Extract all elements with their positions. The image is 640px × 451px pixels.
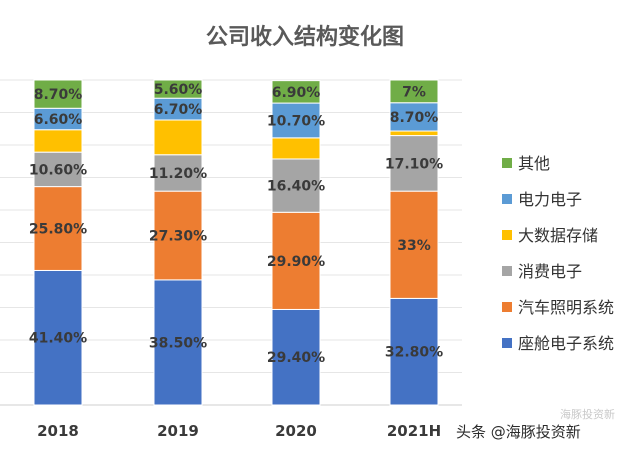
data-label: 27.30%	[149, 229, 207, 245]
data-label: 7%	[402, 84, 426, 100]
bar-segment	[33, 269, 83, 406]
legend-swatch	[502, 158, 512, 168]
data-label: 17.10%	[385, 156, 443, 172]
bar-segment	[153, 79, 203, 99]
legend-label: 消费电子	[518, 262, 582, 281]
legend-label: 大数据存储	[518, 226, 598, 245]
bar-segment	[33, 79, 83, 109]
watermark-faint: 海豚投资新	[560, 408, 615, 421]
data-label: 38.50%	[149, 335, 207, 351]
segment-labels: 41.40% 25.80% 10.60% 6.60% 8.70% 38.50% 27.30%…	[29, 82, 443, 366]
legend-label: 汽车照明系统	[518, 298, 614, 317]
legend-swatch	[502, 338, 512, 348]
data-label: 29.90%	[267, 254, 325, 270]
bars	[33, 79, 439, 406]
bar-segment	[153, 119, 203, 156]
bar-segment	[389, 130, 439, 137]
bar-segment	[271, 80, 321, 104]
bar-segment	[271, 211, 321, 310]
data-label: 41.40%	[29, 331, 87, 347]
data-label: 16.40%	[267, 179, 325, 195]
legend-label: 座舱电子系统	[518, 334, 614, 353]
bar-segment	[153, 190, 203, 281]
category-label: 2019	[157, 422, 199, 440]
bar-segment	[389, 190, 439, 299]
chart-title: 公司收入结构变化图	[206, 24, 404, 50]
data-label: 25.80%	[29, 222, 87, 238]
bar-segment	[271, 308, 321, 406]
data-label: 8.70%	[390, 110, 439, 126]
bar-segment	[271, 102, 321, 139]
legend-label: 其他	[518, 154, 550, 173]
watermark: 头条 @海豚投资新	[456, 423, 581, 441]
data-label: 6.60%	[34, 112, 83, 128]
data-label: 32.80%	[385, 345, 443, 361]
data-label: 6.70%	[154, 102, 203, 118]
category-label: 2020	[275, 422, 317, 440]
data-label: 8.70%	[34, 87, 83, 103]
legend-swatch	[502, 266, 512, 276]
category-labels: 2018 2019 2020 2021H	[37, 422, 441, 440]
bar-segment	[389, 79, 439, 104]
data-label: 29.40%	[267, 350, 325, 366]
bar-segment	[271, 137, 321, 160]
legend-label: 电力电子	[518, 190, 582, 209]
data-label: 5.60%	[154, 82, 203, 98]
legend-swatch	[502, 194, 512, 204]
bar-segment	[389, 297, 439, 406]
data-label: 6.90%	[272, 85, 321, 101]
data-label: 10.60%	[29, 162, 87, 178]
data-label: 11.20%	[149, 166, 207, 182]
legend-swatch	[502, 230, 512, 240]
bar-segment	[153, 279, 203, 406]
category-label: 2018	[37, 422, 79, 440]
bar-segment	[153, 154, 203, 192]
legend-swatch	[502, 302, 512, 312]
data-label: 10.70%	[267, 113, 325, 129]
data-label: 33%	[397, 238, 431, 254]
bar-segment	[389, 135, 439, 192]
bar-segment	[33, 129, 83, 153]
category-label: 2021H	[387, 422, 441, 440]
